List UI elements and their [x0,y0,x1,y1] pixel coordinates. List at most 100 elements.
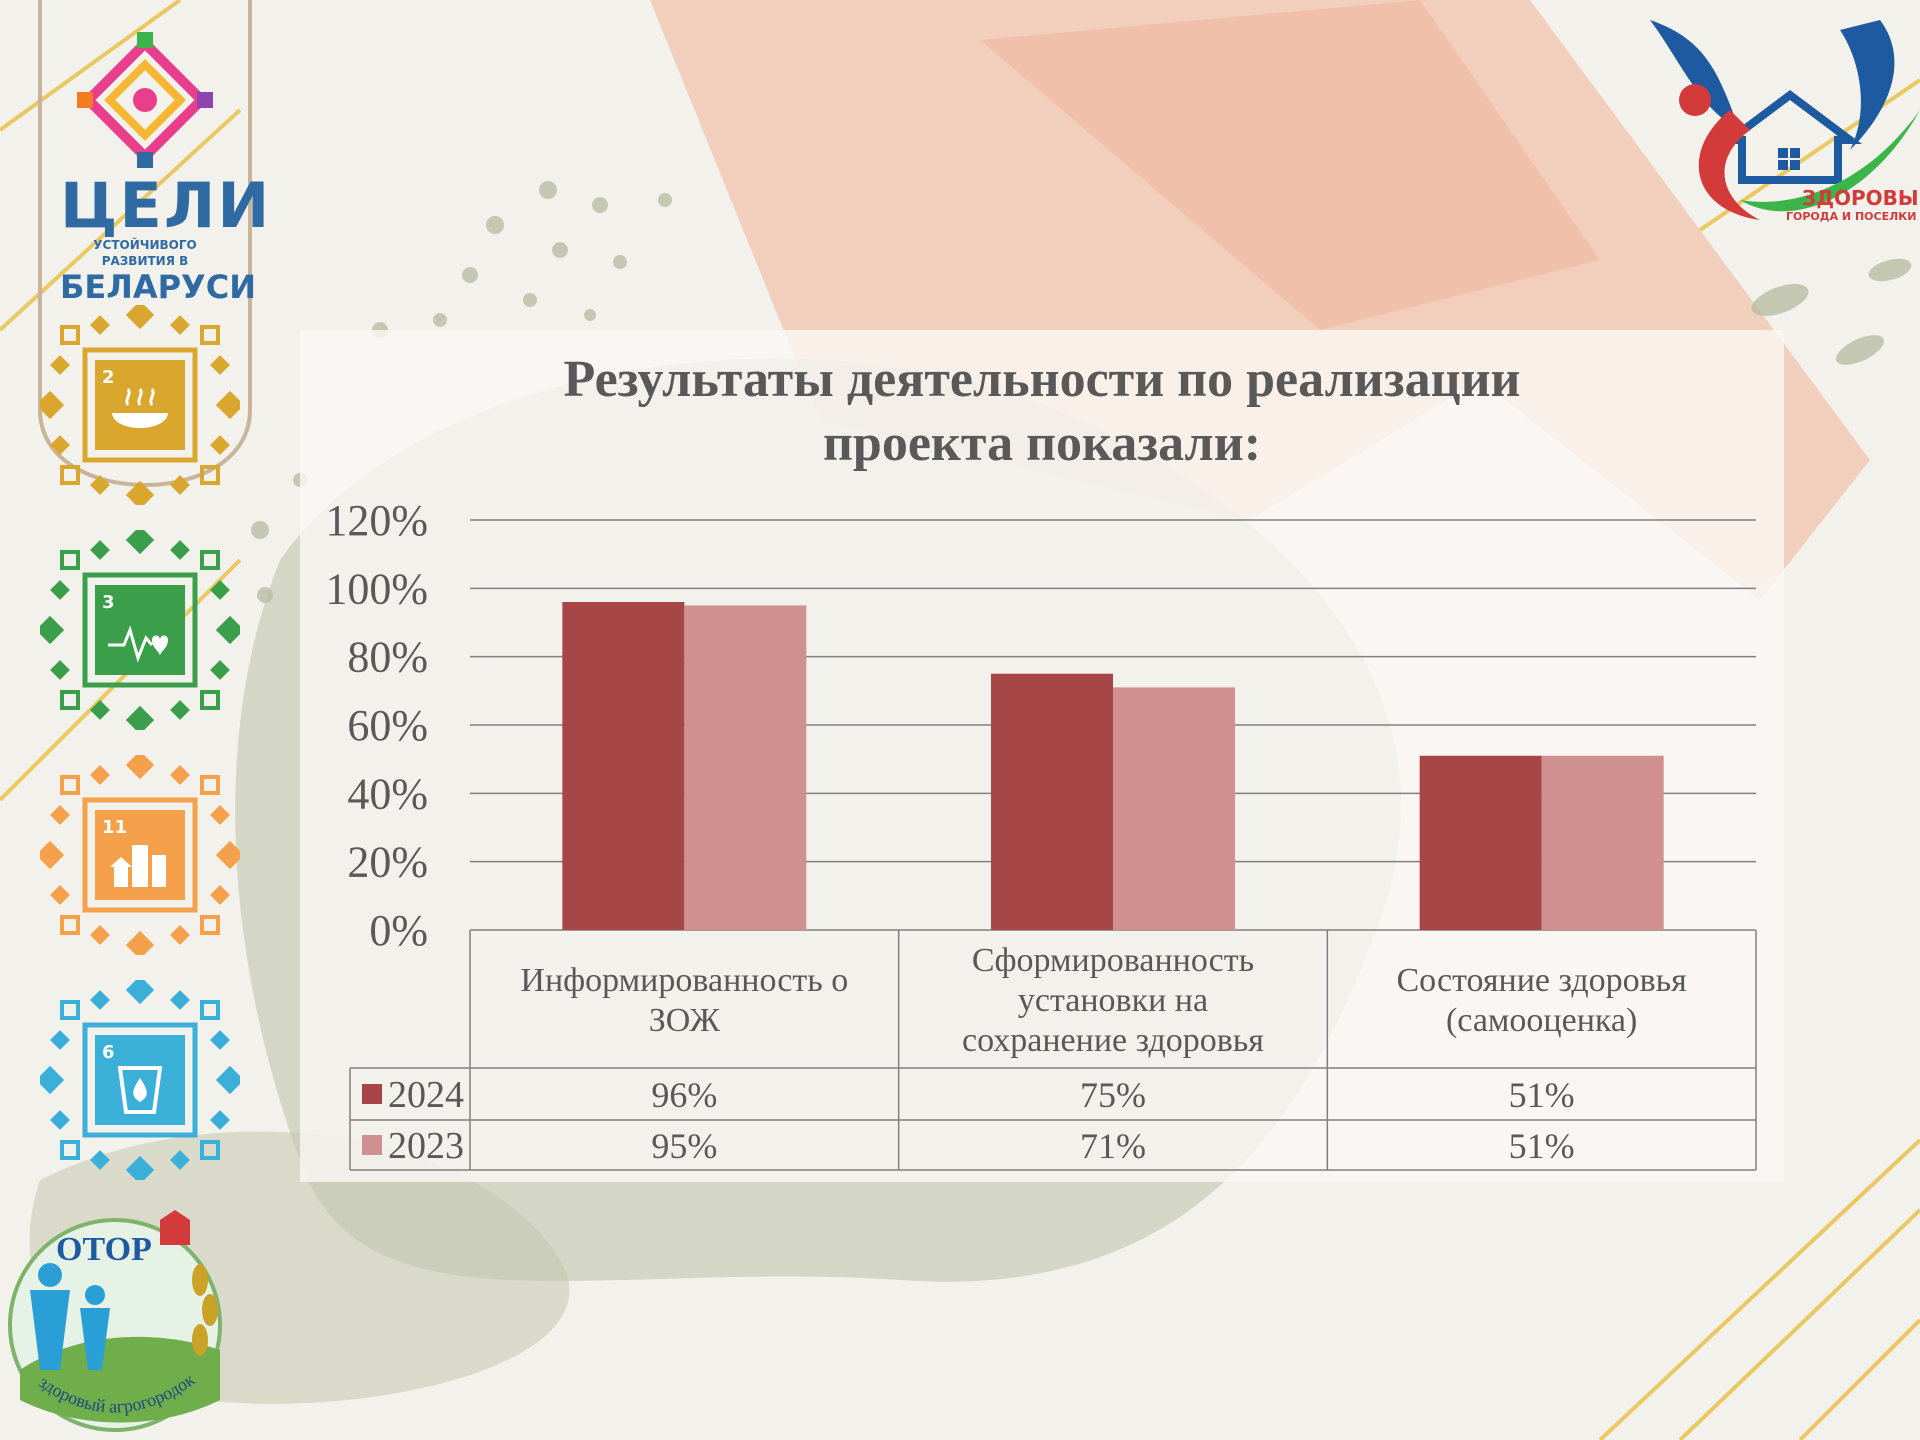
data-label-2024-1: 75% [1080,1075,1146,1115]
ornament-diamond [170,540,190,560]
otor-name: ОТОР [56,1231,152,1268]
ornament-diamond [50,885,70,905]
y-tick-label: 60% [347,701,428,750]
sdg-logo-word-3: БЕЛАРУСИ [60,268,256,306]
ornament-corner [60,325,80,345]
bird-wing-icon [1650,20,1740,130]
goal-number: 6 [102,1042,115,1063]
bird-house-icon [1718,90,1862,184]
category-label: сохранение здоровья [962,1022,1264,1059]
legend-key-2023 [362,1135,382,1155]
ornament-corner [60,465,80,485]
category-label: установки на [1018,982,1208,1019]
bar-2024-0 [562,602,685,930]
ornament-diamond [50,580,70,600]
ornament-frame [82,347,198,463]
ornament-diamond [210,580,230,600]
goal-number: 2 [102,367,115,388]
data-label-2024-0: 96% [651,1075,717,1115]
ornament-corner [200,690,220,710]
ornament-diamond [170,990,190,1010]
ornament-diamond [90,1150,110,1170]
water-drop-icon [117,1066,163,1114]
ornament-diamond [90,315,110,335]
category-label: Состояние здоровья [1397,962,1688,999]
sdg-logo-word-1: ЦЕЛИ [60,169,272,242]
ornament-diamond [210,1030,230,1050]
data-label-2023-2: 51% [1509,1126,1575,1166]
y-tick-label: 20% [347,838,428,887]
ornament-frame [82,1022,198,1138]
category-label: Информированность о [520,962,848,999]
ornament-arm [215,390,240,420]
bar-2024-2 [1419,755,1542,930]
ornament-diamond [50,435,70,455]
ornament-diamond [90,765,110,785]
ornament-diamond [90,925,110,945]
ornament-diamond [90,540,110,560]
category-label: (самооценка) [1446,1002,1637,1039]
bar-2024-1 [991,673,1113,930]
ornament-diamond [50,1030,70,1050]
ornament-diamond [210,1110,230,1130]
ornament-diamond [210,885,230,905]
y-tick-label: 40% [347,769,428,818]
ornament-diamond [90,700,110,720]
brand-line-2: ГОРОДА И ПОСЕЛКИ [1786,210,1916,223]
y-tick-label: 80% [347,633,428,682]
chart-title: Результаты деятельности по реализации пр… [300,348,1784,476]
ornament-diamond [50,660,70,680]
bowl-icon [112,388,168,428]
ornament-diamond [210,355,230,375]
ornament-frame [82,797,198,913]
ornament-arm [125,530,155,555]
ornament-corner [200,915,220,935]
family-icon [30,1263,110,1370]
wheat-icon [192,1264,218,1356]
y-tick-label: 100% [325,564,428,613]
ornament-arm [215,615,240,645]
otor-logo: ОТОР здоровый агрогородок [8,1210,222,1432]
ornament-diamond [170,765,190,785]
category-label: Сформированность [972,942,1254,979]
category-label: ЗОЖ [649,1002,721,1039]
ornament-frame [82,572,198,688]
goal-number: 3 [102,592,115,613]
ornament-arm [215,1065,240,1095]
ornament-arm [40,615,65,645]
legend-label-2023: 2023 [388,1125,464,1167]
ornament-arm [40,1065,65,1095]
ornament-diamond [170,700,190,720]
ornament-corner [60,915,80,935]
bar-2023-1 [1113,687,1235,930]
sdg-logo-word-2: УСТОЙЧИВОГО РАЗВИТИЯ В [93,238,197,268]
ornament-corner [200,1000,220,1020]
peach-brush-stroke-2 [980,0,1600,330]
goal-square [95,585,185,675]
brand-line-1: ЗДОРОВЫЕ [1802,186,1920,210]
goal-2-logo: 2 [40,305,240,505]
chart-title-line-2: проекта показали: [822,415,1262,472]
swoosh-icon [1698,110,1760,220]
legend-label-2024: 2024 [388,1074,464,1116]
city-icon [110,845,166,887]
ornament-diamond [170,925,190,945]
healthy-cities-logo: ЗДОРОВЫЕ ГОРОДА И ПОСЕЛКИ [1650,20,1920,223]
ornament-arm [125,705,155,730]
ornament-corner [60,550,80,570]
ornament-corner [200,1140,220,1160]
ornament-diamond [50,355,70,375]
ornament-arm [125,980,155,1005]
ornament-arm [125,755,155,780]
ornament-corner [60,690,80,710]
data-label-2023-1: 71% [1080,1126,1146,1166]
ornament-corner [200,775,220,795]
y-tick-label: 120% [325,496,428,545]
bar-chart: 0% 20% 40% 60% 80% 100% 120% Информированность … [325,496,1757,1171]
ornament-arm [215,840,240,870]
ornament-diamond [170,315,190,335]
ornament-diamond [50,1110,70,1130]
bar-2023-2 [1541,755,1664,930]
ornament-corner [60,775,80,795]
y-tick-label: 0% [369,906,428,955]
